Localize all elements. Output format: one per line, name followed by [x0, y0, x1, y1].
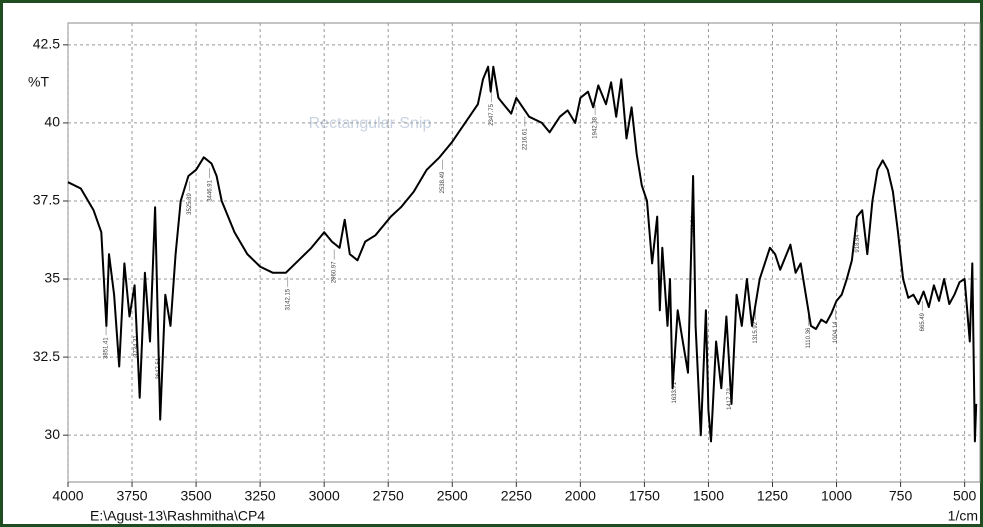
peak-label: 1942.38 [593, 116, 599, 138]
y-tick-label: 42.5 [33, 36, 60, 52]
x-tick-label: 1000 [821, 488, 852, 504]
y-tick-label: 40 [44, 114, 60, 130]
x-tick-label: 3750 [116, 488, 147, 504]
y-tick-label: 37.5 [33, 192, 60, 208]
peak-label: 2216.61 [522, 128, 528, 150]
x-tick-label: 2500 [437, 488, 468, 504]
peak-label: 3851.41 [104, 337, 110, 359]
x-tick-label: 500 [953, 488, 977, 504]
spectrum-line [67, 65, 978, 443]
x-tick-label: 2000 [565, 488, 596, 504]
peak-label: 3525.89 [187, 192, 193, 214]
peak-label: 1633.71 [672, 381, 678, 403]
file-path: E:\Agust-13\Rashmitha\CP4 [90, 508, 265, 524]
x-tick-label: 3500 [181, 488, 212, 504]
peak-label: 1004.14 [833, 321, 839, 343]
x-tick-label: 3250 [245, 488, 276, 504]
plot-area [67, 22, 981, 483]
peak-label: 3142.15 [285, 288, 291, 310]
x-tick-label: 1250 [757, 488, 788, 504]
x-tick-label: 2750 [373, 488, 404, 504]
x-tick-label: 1500 [693, 488, 724, 504]
y-tick-label: 30 [44, 426, 60, 442]
peak-label: 918.84 [855, 234, 861, 253]
peak-label: 1315.92 [753, 321, 759, 343]
watermark: Rectangular Snip [309, 115, 432, 132]
y-axis-label: %T [28, 74, 49, 90]
x-tick-label: 1750 [629, 488, 660, 504]
peak-label: 665.49 [920, 312, 926, 331]
x-tick-label: 2250 [501, 488, 532, 504]
peak-label: 2538.49 [440, 171, 446, 193]
x-tick-label: 4000 [52, 488, 83, 504]
x-unit: 1/cm [948, 508, 978, 524]
y-tick-label: 32.5 [33, 348, 60, 364]
peak-label: 1417.72 [727, 388, 733, 410]
x-tick-label: 750 [889, 488, 913, 504]
y-tick-label: 35 [44, 270, 60, 286]
peak-label: 2347.75 [489, 103, 495, 125]
peak-label: 1110.36 [806, 327, 812, 348]
x-tick-label: 3000 [309, 488, 340, 504]
peak-label: 2960.97 [332, 261, 338, 283]
peak-label: 3446.91 [207, 179, 213, 201]
